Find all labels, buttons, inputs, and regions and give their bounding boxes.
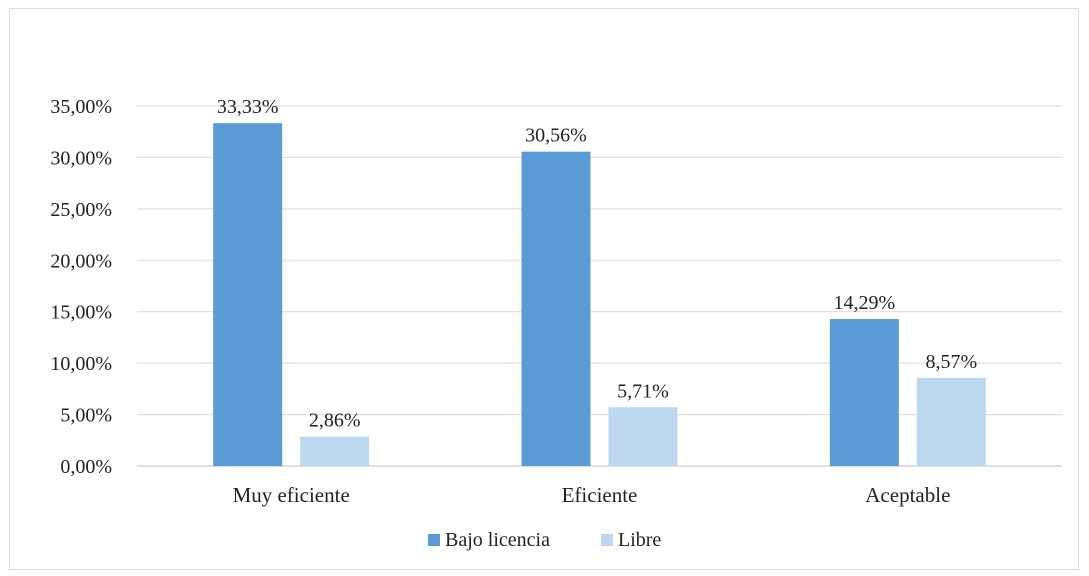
y-tick-label: 10,00% bbox=[50, 353, 112, 375]
y-axis-ticks: 0,00% 5,00% 10,00% 15,00% 20,00% 25,00% 30,00%… bbox=[50, 96, 112, 478]
legend: Bajo licencia Libre bbox=[428, 529, 661, 551]
y-tick-label: 5,00% bbox=[60, 405, 112, 427]
y-tick-label: 25,00% bbox=[50, 199, 112, 221]
bars bbox=[213, 123, 986, 467]
data-label: 2,86% bbox=[309, 410, 361, 432]
y-tick-label: 0,00% bbox=[60, 456, 112, 478]
data-label: 30,56% bbox=[525, 125, 587, 147]
y-tick-label: 30,00% bbox=[50, 147, 112, 169]
x-category-label: Eficiente bbox=[562, 483, 638, 507]
x-category-label: Muy eficiente bbox=[233, 483, 350, 507]
data-label: 8,57% bbox=[925, 351, 977, 373]
bar-libre bbox=[608, 407, 678, 466]
y-tick-label: 15,00% bbox=[50, 302, 112, 324]
legend-label: Bajo licencia bbox=[445, 529, 550, 551]
bar-bajo-licencia bbox=[829, 319, 899, 466]
data-label: 33,33% bbox=[217, 96, 279, 118]
bar-libre bbox=[916, 377, 986, 466]
legend-label: Libre bbox=[618, 529, 661, 551]
bar-bajo-licencia bbox=[213, 123, 283, 467]
data-labels: 33,33% 2,86% 30,56% 5,71% 14,29% 8,57% bbox=[217, 96, 977, 431]
legend-swatch bbox=[428, 534, 440, 546]
bar-bajo-licencia bbox=[521, 151, 591, 466]
bar-libre bbox=[300, 436, 370, 466]
x-axis-categories: Muy eficiente Eficiente Aceptable bbox=[233, 483, 951, 507]
data-label: 14,29% bbox=[833, 292, 895, 314]
legend-swatch bbox=[601, 534, 613, 546]
y-tick-label: 20,00% bbox=[50, 250, 112, 272]
gridlines bbox=[137, 105, 1062, 467]
data-label: 5,71% bbox=[617, 380, 669, 402]
x-category-label: Aceptable bbox=[865, 483, 950, 507]
y-tick-label: 35,00% bbox=[50, 96, 112, 118]
